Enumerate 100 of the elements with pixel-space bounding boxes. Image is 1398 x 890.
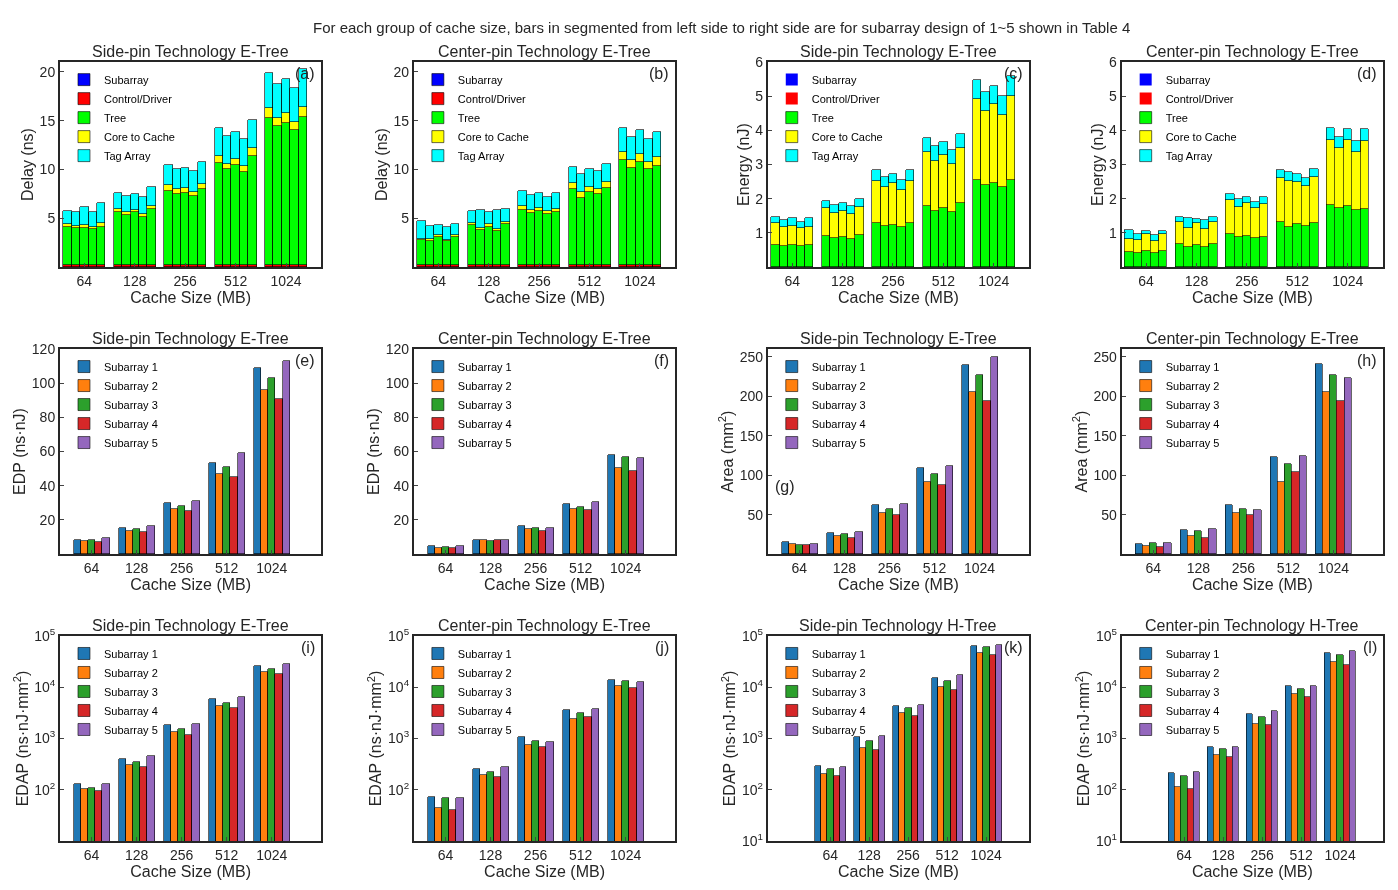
x-tick-label: 256 <box>169 559 194 576</box>
annotation: (e) <box>295 352 315 369</box>
legend-label: Subarray 4 <box>103 417 158 430</box>
annotation: (k) <box>1004 639 1023 656</box>
y-tick-label: 100 <box>31 375 56 392</box>
x-tick-label: 128 <box>124 559 149 576</box>
x-tick-label: 256 <box>169 846 194 863</box>
x-tick-label: 64 <box>1138 272 1155 289</box>
x-tick-label: 256 <box>173 272 198 289</box>
legend-label: Subarray 4 <box>1165 417 1220 430</box>
y-tick-label: 40 <box>39 477 56 494</box>
x-tick-label: 512 <box>223 272 248 289</box>
y-tick-label: 5 <box>755 88 764 105</box>
x-tick-label: 512 <box>1276 559 1301 576</box>
x-tick-label: 512 <box>931 272 956 289</box>
x-tick-label: 128 <box>1184 272 1209 289</box>
y-axis-title: Delay (ns) <box>372 128 390 202</box>
legend-label: Subarray 2 <box>103 666 158 679</box>
x-tick-label: 64 <box>1176 846 1193 863</box>
legend-label: Subarray 5 <box>103 436 158 449</box>
x-tick-label: 64 <box>784 272 801 289</box>
legend-label: Core to Cache <box>1165 130 1237 143</box>
x-axis-title: Cache Size (MB) <box>837 289 959 307</box>
x-tick-label: 128 <box>477 272 501 289</box>
legend-label: Subarray 3 <box>811 398 866 411</box>
legend-label: Subarray 1 <box>103 360 158 373</box>
x-tick-label: 64 <box>83 846 100 863</box>
y-tick-label: 10$^{3}$ <box>1095 728 1118 747</box>
legend-label: Subarray 1 <box>811 360 866 373</box>
chart-title: Center-pin Technology E-Tree <box>1146 330 1359 347</box>
legend-label: Tag Array <box>103 149 151 162</box>
x-tick-label: 256 <box>877 559 902 576</box>
x-tick-label: 64 <box>791 559 808 576</box>
y-tick-label: 20 <box>393 63 410 80</box>
y-tick-label: 200 <box>739 388 764 405</box>
y-tick-label: 3 <box>755 156 764 173</box>
y-tick-label: 120 <box>31 340 56 357</box>
x-tick-label: 512 <box>922 559 947 576</box>
y-tick-label: 10 <box>393 161 410 178</box>
y-tick-label: 20 <box>39 511 56 528</box>
y-tick-label: 10$^{2}$ <box>741 779 764 798</box>
y-tick-label: 10$^{5}$ <box>741 625 764 644</box>
legend-label: Control/Driver <box>811 92 880 105</box>
legend-label: Subarray 1 <box>811 647 866 660</box>
x-tick-label: 512 <box>1285 272 1310 289</box>
legend-label: Subarray 2 <box>811 666 866 679</box>
legend-label: Subarray 5 <box>103 723 158 736</box>
x-tick-label: 1024 <box>256 559 288 576</box>
y-tick-label: 1 <box>1109 224 1118 241</box>
y-tick-label: 5 <box>1109 88 1118 105</box>
legend-label: Subarray 4 <box>1165 704 1220 717</box>
y-tick-label: 3 <box>1109 156 1118 173</box>
x-axis-title: Cache Size (MB) <box>130 863 252 880</box>
x-axis-title: Cache Size (MB) <box>484 289 606 307</box>
legend-label: Core to Cache <box>103 130 175 143</box>
chart-title: Side-pin Technology E-Tree <box>800 330 997 347</box>
y-tick-label: 20 <box>39 63 56 80</box>
text: (l) <box>1363 639 1378 656</box>
x-tick-label: 256 <box>1231 559 1256 576</box>
x-tick-label: 512 <box>215 559 239 576</box>
y-axis-title: Energy (nJ) <box>1088 123 1106 206</box>
x-tick-label: 512 <box>577 272 602 289</box>
x-axis-title: Cache Size (MB) <box>484 863 606 880</box>
x-tick-label: 256 <box>527 272 551 289</box>
chart-title: Side-pin Technology E-Tree <box>92 43 289 60</box>
x-tick-label: 128 <box>1186 559 1211 576</box>
y-tick-label: 1 <box>755 224 764 241</box>
y-tick-label: 2 <box>1109 190 1118 207</box>
x-axis-title: Cache Size (MB) <box>484 576 606 594</box>
y-tick-label: 40 <box>393 477 410 494</box>
x-tick-label: 256 <box>523 559 548 576</box>
x-tick-label: 64 <box>437 846 454 863</box>
legend-label: Subarray 1 <box>457 360 512 373</box>
chart-title: Center-pin Technology E-Tree <box>438 43 651 60</box>
annotation: (j) <box>655 639 670 656</box>
annotation: (h) <box>1357 352 1377 369</box>
x-tick-label: 512 <box>568 559 593 576</box>
x-tick-label: 64 <box>430 272 447 289</box>
legend-label: Subarray 4 <box>457 704 512 717</box>
legend-label: Subarray 5 <box>457 436 512 449</box>
legend-label: Subarray 4 <box>103 704 158 717</box>
annotation: (d) <box>1357 65 1377 82</box>
annotation: (i) <box>301 639 316 656</box>
legend-label: Subarray 3 <box>103 398 158 411</box>
legend-label: Control/Driver <box>103 92 173 105</box>
y-tick-label: 2 <box>755 190 764 207</box>
chart-title: Center-pin Technology H-Tree <box>1145 617 1359 634</box>
y-tick-label: 15 <box>39 112 56 129</box>
y-axis-title: EDP (ns·nJ) <box>11 408 29 495</box>
y-tick-label: 60 <box>393 443 410 460</box>
x-axis-title: Cache Size (MB) <box>837 576 959 594</box>
y-tick-label: 100 <box>739 467 764 484</box>
y-tick-label: 10$^{2}$ <box>1095 779 1117 798</box>
y-tick-label: 10$^{1}$ <box>741 831 764 849</box>
legend-label: Subarray 5 <box>811 723 866 736</box>
legend-label: Subarray 3 <box>811 685 866 698</box>
x-tick-label: 128 <box>478 846 503 863</box>
text: For each group of cache size, bars in segmented from left side to right side are for subarray design of 1~5 shown in Table 4 <box>313 19 1131 36</box>
legend-label: Subarray 2 <box>103 379 158 392</box>
chart-title: Side-pin Technology E-Tree <box>92 330 289 347</box>
